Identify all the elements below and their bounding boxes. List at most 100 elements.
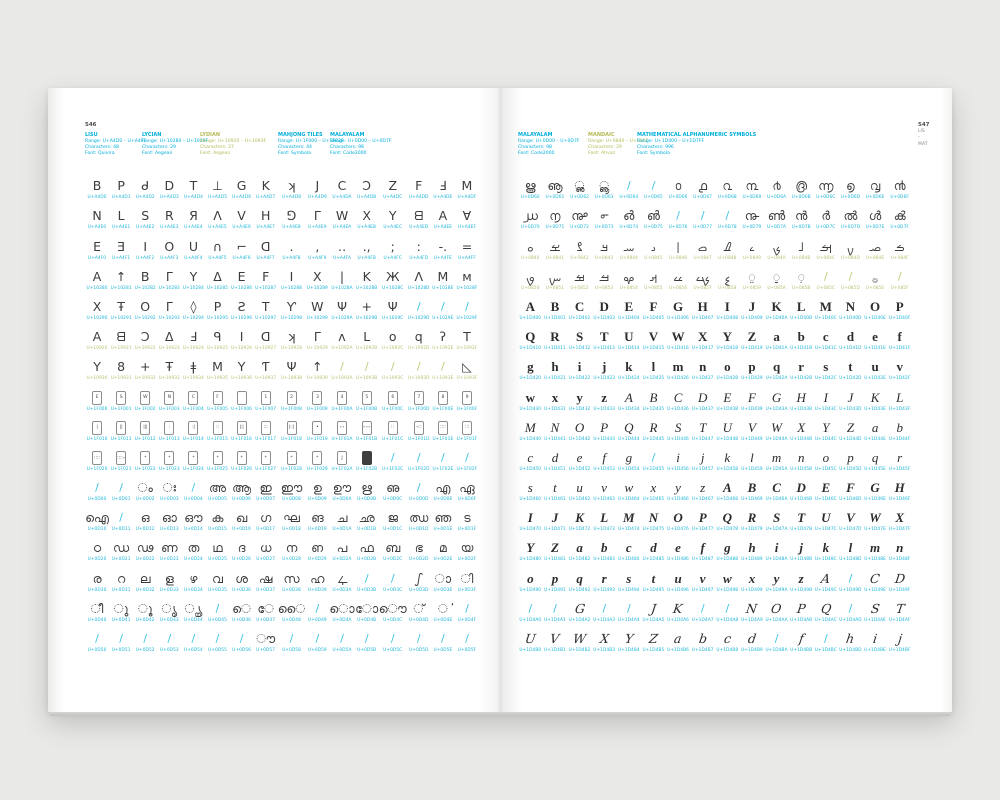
character-glyph: t — [553, 480, 557, 496]
character-glyph: Z — [747, 329, 757, 345]
codepoint-label: U+1F016 — [231, 436, 253, 442]
block-name: LYCIAN — [142, 132, 162, 138]
codepoint-label: U+0D6B — [791, 195, 811, 201]
character-glyph: Ψ — [286, 359, 297, 375]
page-index-separator: – — [918, 135, 921, 140]
unassigned-slash: / — [289, 632, 294, 645]
character-glyph: w — [624, 480, 634, 496]
character-glyph: w — [722, 570, 732, 586]
codepoint-label: U+1028E — [432, 285, 454, 291]
character-glyph: k — [724, 449, 731, 465]
codepoint-label: U+0D5F — [457, 648, 477, 653]
left-page-block-headers: LISU Range: U+A4D0 – U+A4FF Characters: 48… — [85, 132, 485, 166]
codepoint-label: U+A4D8 — [281, 195, 302, 201]
codepoint-cell: I U+1D408 — [715, 291, 740, 321]
codepoint-cell: / U+0D5E — [431, 623, 455, 653]
codepoint-label: U+10283 — [158, 285, 180, 291]
character-glyph: T — [189, 178, 198, 194]
codepoint-cell: Ɐ U+A4EF — [455, 200, 479, 231]
codepoint-cell: Z U+A4DC — [379, 170, 407, 201]
codepoint-label: U+1D44C — [814, 436, 837, 442]
character-glyph: s — [527, 480, 533, 496]
mahjong-tile-glyph: : — [164, 421, 175, 435]
codepoint-cell: F U+1D439 — [740, 381, 765, 412]
codepoint-cell: / U+0D78 — [715, 200, 740, 230]
codepoint-cell: / U+0D52 — [133, 623, 157, 653]
character-glyph: ഃ — [162, 480, 177, 496]
mahjong-tile-glyph: || — [116, 421, 127, 435]
character-glyph: H — [697, 298, 708, 314]
codepoint-cell: S U+1D412 — [567, 321, 592, 352]
codepoint-cell: ʞ U+10928 — [278, 321, 306, 352]
codepoint-label: U+0842 — [570, 255, 589, 261]
codepoint-label: U+0D05 — [208, 497, 227, 503]
character-glyph: M — [212, 359, 223, 375]
codepoint-cell: Q U+1D410 — [518, 321, 543, 352]
codepoint-cell: v U+1D497 — [690, 562, 715, 593]
codepoint-label: U+1D48E — [864, 557, 886, 563]
codepoint-label: U+1092C — [382, 346, 404, 352]
character-glyph: T — [261, 298, 270, 314]
codepoint-cell: / U+0D11 — [109, 502, 133, 532]
codepoint-cell: ࡘ U+0858 — [715, 261, 740, 291]
character-glyph: ⅁ — [286, 208, 297, 224]
codepoint-cell: c U+1D450 — [518, 442, 543, 472]
character-glyph: O — [140, 298, 151, 314]
codepoint-cell: y U+1D49A — [764, 562, 789, 593]
character-glyph: ࡌ — [819, 238, 832, 254]
codepoint-cell: ൹ U+0D79 — [740, 200, 765, 231]
codepoint-cell: + U+10932 — [133, 351, 157, 382]
codepoint-label: U+1092A — [331, 346, 353, 352]
codepoint-cell: Y U+10284 — [181, 261, 205, 291]
character-glyph: L — [600, 510, 609, 526]
character-glyph: ࡎ — [868, 238, 882, 254]
codepoint-label: U+1F00F — [456, 406, 478, 412]
codepoint-label: U+1D434 — [617, 406, 640, 412]
character-glyph: P — [117, 178, 125, 194]
codepoint-label: U+1029D — [407, 315, 430, 321]
codepoint-cell: എ U+0D0E — [431, 472, 455, 503]
codepoint-cell: / U+0D55 — [205, 623, 229, 653]
unassigned-slash: / — [465, 632, 469, 645]
codepoint-cell: M U+A4DF — [455, 170, 479, 201]
mahjong-tile-glyph: ∘∘ — [337, 421, 347, 435]
block-header-lisu: LISU Range: U+A4D0 – U+A4FF Characters: 48… — [85, 132, 146, 158]
unassigned-slash: / — [441, 299, 445, 313]
codepoint-cell: / U+0D5C — [379, 623, 407, 653]
codepoint-label: U+1D4BD — [839, 648, 862, 653]
codepoint-label: U+1D49B — [790, 587, 813, 593]
codepoint-label: U+1D431 — [544, 406, 566, 412]
codepoint-cell: S U+1D4AE — [863, 593, 888, 623]
mahjong-tile-glyph: ∷: — [461, 421, 472, 435]
codepoint-label: U+A4EA — [332, 225, 352, 231]
codepoint-cell: V U+1D415 — [641, 321, 666, 352]
character-glyph: ത — [187, 540, 200, 556]
codepoint-label: U+0D0D — [409, 497, 429, 503]
codepoint-cell: A U+10920 — [85, 321, 109, 352]
codepoint-label: U+1D496 — [667, 587, 689, 593]
codepoint-label: U+1D46D — [839, 497, 862, 503]
codepoint-label: U+0D03 — [159, 497, 179, 503]
codepoint-label: U+10936 — [231, 376, 253, 382]
codepoint-label: U+0D54 — [183, 648, 203, 653]
character-glyph: F — [846, 480, 855, 496]
codepoint-cell: ࡉ U+0849 — [740, 230, 765, 261]
codepoint-label: U+A4DE — [433, 195, 453, 201]
block-font: Font: Symbola — [637, 151, 670, 157]
codepoint-cell: ࡃ U+0843 — [592, 230, 617, 261]
codepoint-label: U+1D410 — [519, 346, 542, 352]
codepoint-cell: / U+1F02D — [407, 442, 431, 472]
codepoint-cell: 5 U+1F00B — [355, 381, 379, 412]
character-glyph: C — [337, 178, 347, 194]
mahjong-tile-glyph: ∘∘∘ — [361, 421, 372, 435]
character-glyph: A — [92, 268, 102, 284]
codepoint-cell: Y U+10930 — [85, 351, 109, 382]
codepoint-cell: ∷: U+1F01F — [455, 412, 479, 442]
character-glyph: B — [550, 298, 560, 314]
codepoint-cell: z U+1D467 — [690, 472, 715, 503]
codepoint-cell: ഏ U+0D0F — [455, 472, 479, 503]
codepoint-cell: ബ U+0D2C — [379, 532, 407, 563]
codepoint-label: U+A4EC — [383, 225, 403, 231]
character-glyph: ങ — [311, 510, 324, 526]
codepoint-label: U+1D4BB — [790, 648, 813, 653]
